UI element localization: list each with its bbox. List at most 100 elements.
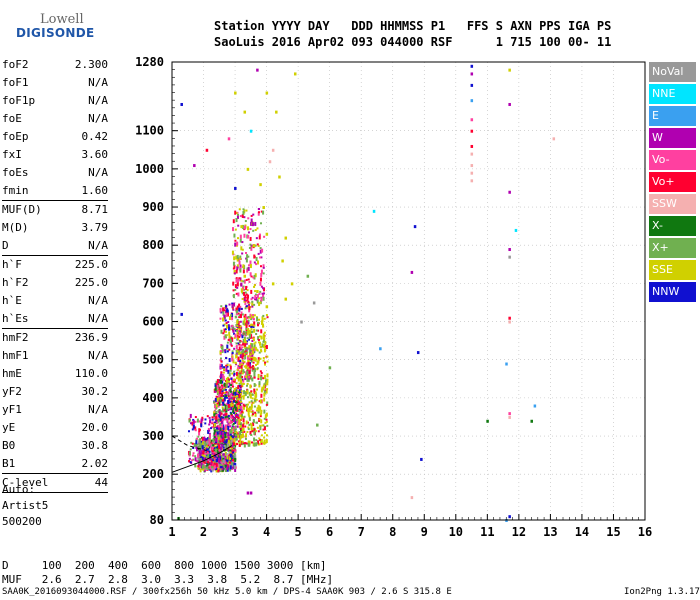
echo-point — [211, 464, 214, 467]
echo-point — [261, 248, 264, 253]
echo-point — [242, 423, 245, 428]
echo-point — [193, 442, 196, 447]
echo-point — [245, 341, 248, 344]
echo-point — [242, 382, 245, 385]
echo-point — [265, 434, 268, 437]
echo-point — [217, 443, 220, 446]
echo-point — [470, 144, 474, 148]
echo-point — [229, 390, 232, 393]
echo-point — [221, 379, 224, 384]
echo-point — [247, 319, 250, 322]
param-row: D N/A — [2, 237, 108, 256]
legend-item-ssw: SSW — [649, 194, 696, 214]
echo-point — [238, 442, 241, 447]
echo-point — [249, 260, 252, 265]
echo-point — [197, 435, 200, 438]
param-row: hmF1 N/A — [2, 347, 108, 365]
echo-point — [217, 409, 220, 412]
echo-point — [261, 320, 264, 325]
param-value: 3.79 — [81, 221, 109, 234]
echo-point — [253, 303, 256, 306]
echo-point — [238, 316, 241, 319]
param-value: 0.42 — [81, 130, 109, 143]
echo-point — [220, 461, 223, 464]
echo-point — [259, 346, 262, 349]
echo-point — [262, 424, 265, 427]
echo-point — [533, 404, 537, 408]
echo-point — [236, 368, 239, 371]
param-name: fxI — [2, 148, 22, 161]
echo-point — [213, 401, 216, 404]
echo-point — [508, 412, 511, 416]
echo-point — [233, 428, 236, 433]
echo-point — [245, 371, 248, 376]
echo-point — [233, 256, 236, 261]
echo-point — [237, 398, 240, 401]
echo-point — [225, 369, 228, 372]
echo-point — [240, 282, 243, 287]
echo-point — [222, 457, 225, 460]
echo-point — [205, 448, 208, 451]
echo-point — [201, 450, 204, 455]
echo-point — [266, 378, 269, 383]
x-tick-label: 13 — [543, 525, 557, 539]
echo-point — [197, 465, 200, 468]
echo-point — [259, 341, 262, 346]
echo-point — [206, 452, 209, 455]
echo-point — [249, 313, 252, 318]
echo-point — [224, 455, 227, 458]
echo-point — [202, 450, 205, 455]
echo-point — [247, 303, 250, 306]
echo-point — [225, 410, 228, 413]
echo-point — [254, 244, 257, 247]
y-tick-label: 1100 — [135, 124, 164, 138]
echo-point — [238, 346, 241, 351]
echo-point — [221, 406, 224, 409]
echo-point — [284, 236, 288, 240]
x-tick-label: 16 — [638, 525, 652, 539]
echo-point — [243, 315, 246, 318]
echo-point — [227, 137, 231, 141]
echo-point — [250, 360, 253, 363]
muf-distance-row: D 100 200 400 600 800 1000 1500 3000 [km… — [2, 559, 327, 572]
x-tick-label: 12 — [512, 525, 526, 539]
echo-point — [410, 270, 414, 274]
echo-point — [216, 397, 219, 402]
echo-point — [251, 303, 254, 308]
echo-point — [263, 361, 266, 366]
echo-point — [192, 419, 195, 424]
plot-frame — [171, 61, 646, 521]
echo-point — [231, 443, 234, 448]
x-tick-label: 7 — [358, 525, 365, 539]
echo-point — [244, 294, 247, 299]
echo-point — [204, 422, 207, 425]
echo-point — [219, 426, 222, 429]
echo-point — [223, 328, 226, 333]
echo-point — [219, 350, 222, 355]
echo-point — [192, 458, 195, 461]
echo-point — [210, 456, 213, 461]
echo-point — [261, 292, 264, 295]
echo-point — [244, 347, 247, 350]
echo-point — [234, 399, 237, 402]
echo-point — [239, 393, 242, 396]
echo-point — [239, 410, 242, 415]
echo-point — [236, 402, 239, 405]
echo-point — [203, 439, 206, 442]
echo-point — [254, 411, 257, 414]
echo-point — [253, 342, 256, 345]
echo-point — [237, 342, 240, 345]
echo-point — [233, 404, 236, 409]
echo-point — [230, 412, 233, 415]
echo-point — [240, 311, 243, 316]
echo-point — [234, 288, 237, 291]
echo-point — [241, 363, 244, 366]
echo-point — [262, 314, 265, 317]
echo-point — [248, 302, 251, 305]
echo-point — [223, 323, 226, 326]
echo-point — [228, 334, 231, 339]
echo-point — [219, 418, 222, 421]
x-tick-label: 9 — [421, 525, 428, 539]
param-row: B1 2.02 — [2, 455, 108, 474]
echo-point — [263, 417, 266, 420]
